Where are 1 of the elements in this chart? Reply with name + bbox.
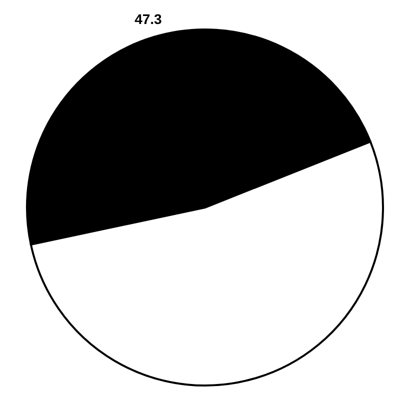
data-label: 47.3 [134, 10, 162, 27]
